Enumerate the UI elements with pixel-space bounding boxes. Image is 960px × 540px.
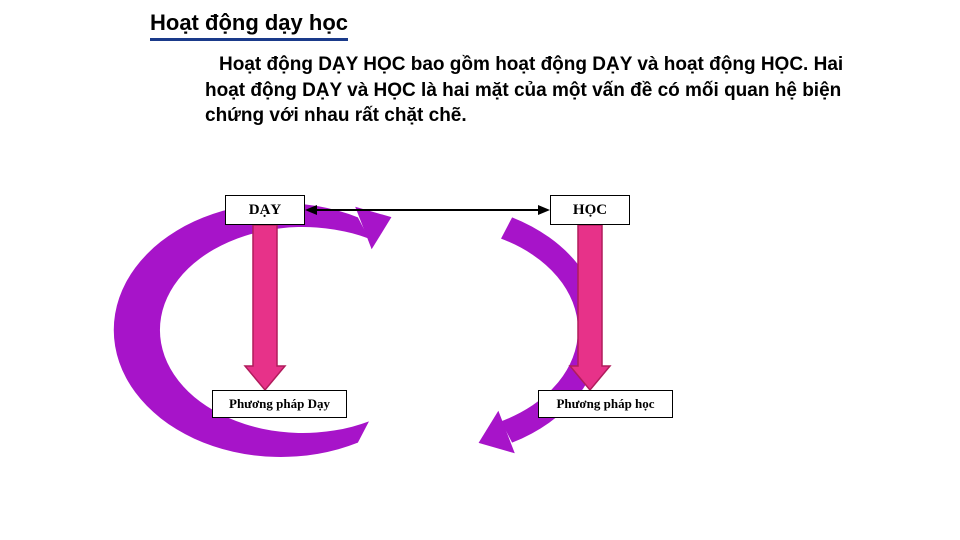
node-day-label: DẠY: [249, 202, 282, 219]
node-hoc: HỌC: [550, 195, 630, 225]
page-root: Hoạt động dạy học Hoạt động DẠY HỌC bao …: [0, 0, 960, 540]
intro-paragraph: Hoạt động DẠY HỌC bao gồm hoạt động DẠY …: [205, 52, 845, 129]
page-title: Hoạt động dạy học: [150, 10, 348, 41]
node-pphoc-label: Phương pháp học: [556, 396, 654, 412]
node-ppday: Phương pháp Dạy: [212, 390, 347, 418]
node-hoc-label: HỌC: [573, 202, 607, 219]
node-day: DẠY: [225, 195, 305, 225]
node-ppday-label: Phương pháp Dạy: [229, 396, 330, 412]
node-pphoc: Phương pháp học: [538, 390, 673, 418]
